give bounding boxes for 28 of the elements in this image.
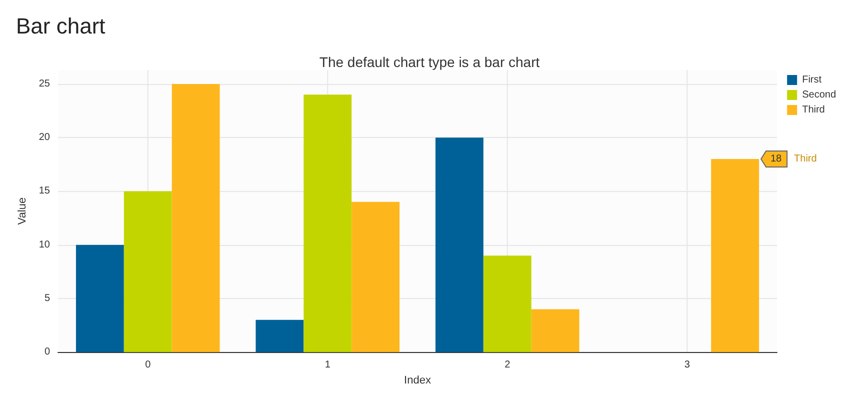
- legend-label: First: [802, 74, 822, 86]
- y-tick-label: 15: [38, 186, 50, 197]
- bar: [172, 84, 220, 352]
- annotation: 18: [770, 154, 782, 165]
- bar: [256, 320, 304, 352]
- bar: [124, 191, 172, 352]
- x-tick-label: 1: [324, 360, 331, 371]
- bar: [435, 138, 484, 352]
- bar: [76, 244, 124, 352]
- y-tick-label: 10: [38, 239, 50, 250]
- y-axis-title: Value: [16, 197, 28, 225]
- legend-label: Third: [802, 104, 825, 116]
- bar: [352, 202, 400, 352]
- bar: [483, 256, 532, 352]
- x-tick-label: 3: [684, 360, 690, 371]
- y-tick-label: 25: [38, 78, 50, 90]
- chart-subtitle: The default chart type is a bar chart: [319, 54, 540, 70]
- bar: [304, 94, 352, 352]
- legend-label: Second: [802, 90, 836, 100]
- y-tick-label: 20: [38, 132, 50, 144]
- y-tick-label: 5: [44, 292, 50, 304]
- y-tick-label: 0: [44, 346, 50, 358]
- chart-title: Bar chart: [16, 14, 106, 38]
- x-axis-title: Index: [404, 374, 432, 386]
- x-tick-label: 0: [145, 360, 152, 371]
- bar: [531, 309, 580, 352]
- text: Third: [794, 154, 817, 165]
- x-tick-label: 2: [504, 360, 511, 371]
